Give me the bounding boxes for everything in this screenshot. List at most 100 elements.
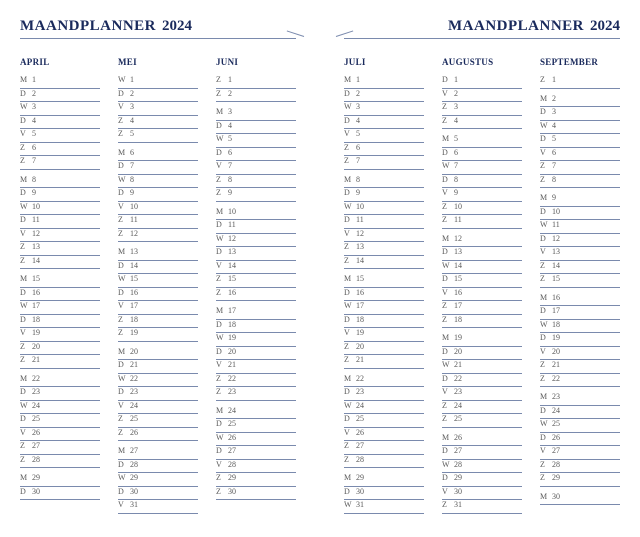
day-row: D30 <box>344 487 424 501</box>
day-letter: M <box>540 94 552 103</box>
day-row: W3 <box>20 102 100 116</box>
day-number: 23 <box>454 387 468 396</box>
day-letter: M <box>442 333 454 342</box>
day-number: 25 <box>228 419 242 428</box>
day-row: Z13 <box>20 242 100 256</box>
day-row: Z10 <box>442 202 522 216</box>
day-number: 18 <box>228 320 242 329</box>
day-row: D22 <box>442 374 522 388</box>
day-number: 10 <box>32 202 46 211</box>
day-letter: W <box>216 433 228 442</box>
day-row: D23 <box>344 387 424 401</box>
day-letter: D <box>344 414 356 423</box>
day-number: 16 <box>130 288 144 297</box>
day-letter: D <box>344 215 356 224</box>
day-row: Z30 <box>216 487 296 501</box>
day-row: Z15 <box>216 274 296 288</box>
day-number: 21 <box>228 360 242 369</box>
day-row: Z2 <box>216 89 296 103</box>
day-letter: V <box>216 360 228 369</box>
day-row: W18 <box>540 320 620 334</box>
day-letter: M <box>442 433 454 442</box>
month-name: SEPTEMBER <box>540 57 620 67</box>
day-row: Z14 <box>540 261 620 275</box>
day-number: 12 <box>454 234 468 243</box>
day-number: 8 <box>32 175 46 184</box>
day-number: 16 <box>552 293 566 302</box>
day-letter: Z <box>20 256 32 265</box>
header-rule-left <box>20 38 296 39</box>
day-letter: M <box>216 406 228 415</box>
day-number: 5 <box>454 134 468 143</box>
day-number: 21 <box>32 355 46 364</box>
day-number: 5 <box>228 134 242 143</box>
day-number: 4 <box>552 121 566 130</box>
day-row: V23 <box>442 387 522 401</box>
day-number: 29 <box>356 473 370 482</box>
day-letter: M <box>118 446 130 455</box>
day-letter: Z <box>442 414 454 423</box>
day-letter: D <box>118 387 130 396</box>
day-number: 12 <box>356 229 370 238</box>
day-row: M13 <box>118 247 198 261</box>
day-number: 6 <box>130 148 144 157</box>
day-row: Z17 <box>442 301 522 315</box>
day-letter: W <box>344 301 356 310</box>
day-letter: M <box>20 374 32 383</box>
day-letter: D <box>118 89 130 98</box>
day-number: 30 <box>552 492 566 501</box>
day-letter: D <box>20 487 32 496</box>
day-number: 15 <box>32 274 46 283</box>
day-letter: W <box>118 374 130 383</box>
day-row: M1 <box>344 75 424 89</box>
day-row: D29 <box>442 473 522 487</box>
day-letter: Z <box>540 161 552 170</box>
day-number: 21 <box>454 360 468 369</box>
day-row: D4 <box>216 121 296 135</box>
day-number: 4 <box>454 116 468 125</box>
day-row: W5 <box>216 134 296 148</box>
day-row: V27 <box>540 446 620 460</box>
day-number: 27 <box>130 446 144 455</box>
day-letter: V <box>118 102 130 111</box>
day-row: V12 <box>20 229 100 243</box>
day-letter: Z <box>344 143 356 152</box>
day-number: 23 <box>32 387 46 396</box>
day-row: V7 <box>216 161 296 175</box>
day-row: Z7 <box>344 156 424 170</box>
day-row: Z9 <box>216 188 296 202</box>
day-number: 31 <box>454 500 468 509</box>
day-number: 4 <box>228 121 242 130</box>
day-row: W1 <box>118 75 198 89</box>
day-letter: D <box>118 360 130 369</box>
day-letter: W <box>344 500 356 509</box>
day-row: M1 <box>20 75 100 89</box>
month-column: JULIM1D2W3D4V5Z6Z7M8D9W10D11V12Z13Z14M15… <box>344 57 424 514</box>
day-number: 5 <box>552 134 566 143</box>
day-letter: D <box>442 347 454 356</box>
day-letter: W <box>540 220 552 229</box>
day-number: 27 <box>454 446 468 455</box>
day-letter: W <box>540 419 552 428</box>
day-letter: D <box>216 419 228 428</box>
day-row: D11 <box>344 215 424 229</box>
day-letter: V <box>442 487 454 496</box>
day-letter: Z <box>442 215 454 224</box>
day-letter: M <box>118 148 130 157</box>
day-row: Z29 <box>540 473 620 487</box>
day-number: 9 <box>552 193 566 202</box>
day-number: 17 <box>130 301 144 310</box>
day-letter: M <box>442 234 454 243</box>
day-number: 18 <box>356 315 370 324</box>
day-letter: D <box>442 473 454 482</box>
day-row: Z27 <box>344 441 424 455</box>
day-row: W11 <box>540 220 620 234</box>
day-row: V5 <box>344 129 424 143</box>
day-letter: Z <box>442 116 454 125</box>
day-row: D21 <box>118 360 198 374</box>
day-row: Z21 <box>540 360 620 374</box>
day-row: D19 <box>540 333 620 347</box>
day-row: Z18 <box>442 315 522 329</box>
day-row: Z6 <box>344 143 424 157</box>
day-letter: Z <box>20 355 32 364</box>
